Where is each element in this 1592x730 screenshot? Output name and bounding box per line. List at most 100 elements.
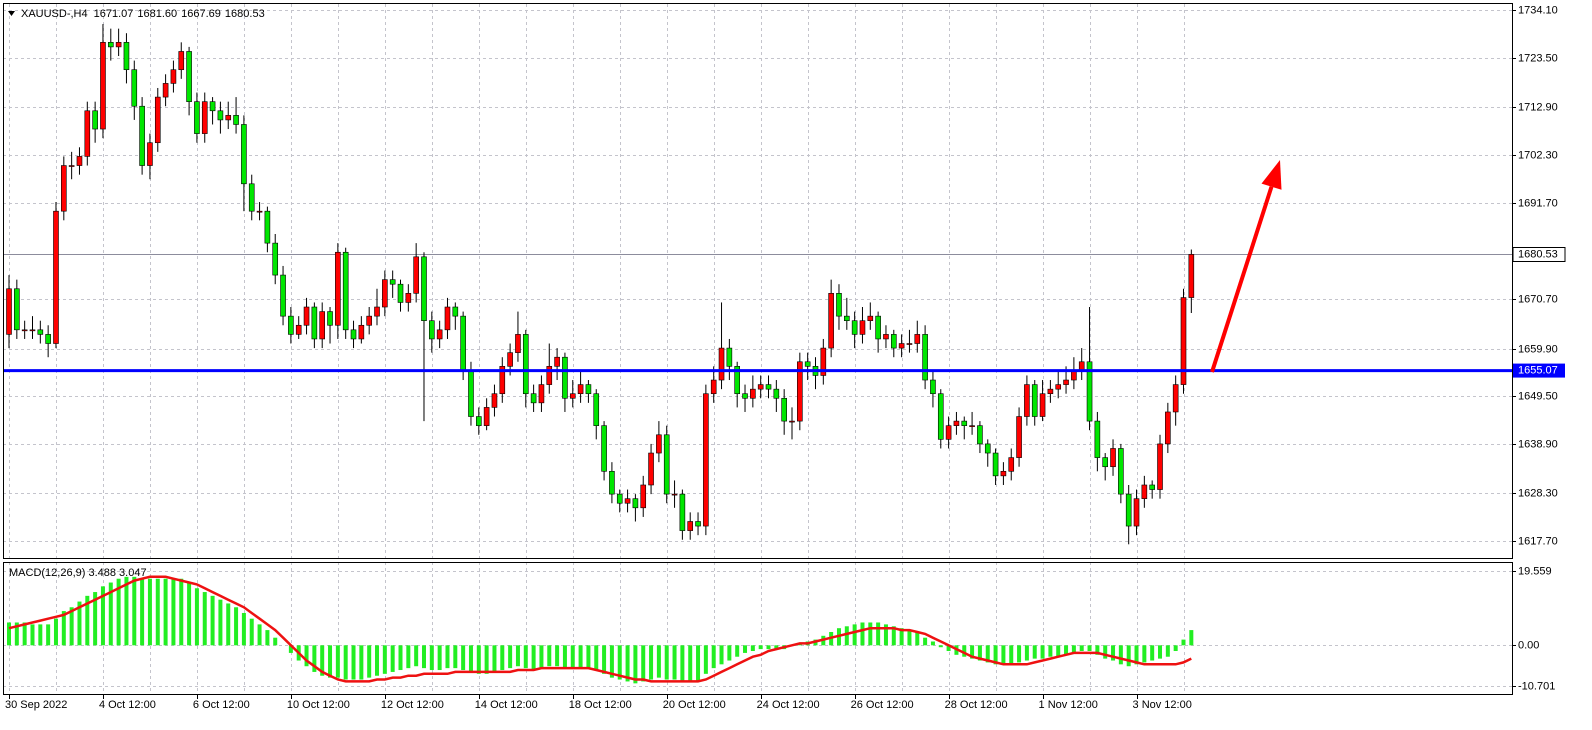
macd-bar bbox=[218, 599, 223, 646]
candle-body bbox=[201, 101, 208, 134]
macd-bar bbox=[265, 630, 270, 646]
candle-body bbox=[875, 315, 881, 340]
menu-triangle[interactable] bbox=[8, 11, 15, 16]
candle-body bbox=[679, 493, 686, 531]
macd-bar bbox=[938, 645, 943, 648]
macd-bar bbox=[508, 645, 513, 669]
macd-bar bbox=[876, 622, 881, 646]
x-tick-label: 4 Oct 12:00 bbox=[99, 699, 156, 711]
x-tick-label: 6 Oct 12:00 bbox=[193, 699, 250, 711]
signal-line bbox=[8, 575, 1192, 683]
macd-bar bbox=[46, 624, 51, 646]
candle-body bbox=[742, 393, 748, 399]
candle-body bbox=[421, 256, 427, 322]
candle-body bbox=[295, 324, 302, 335]
candle-body bbox=[695, 521, 701, 527]
macd-bar bbox=[30, 624, 35, 646]
macd-bar bbox=[414, 645, 419, 667]
low-value: 1667.69 bbox=[181, 8, 221, 20]
candle-body bbox=[491, 393, 498, 408]
macd-bar bbox=[562, 645, 567, 669]
macd-bar bbox=[249, 618, 254, 646]
macd-bar bbox=[1087, 645, 1092, 652]
arrow-shaft bbox=[1210, 186, 1274, 373]
candle-body bbox=[656, 434, 662, 454]
macd-bar bbox=[1040, 645, 1045, 659]
candle-body bbox=[327, 311, 333, 326]
macd-bar bbox=[860, 622, 865, 646]
candle-body bbox=[977, 425, 983, 445]
macd-bar bbox=[649, 645, 654, 680]
macd-bar bbox=[899, 628, 904, 646]
candle-body bbox=[452, 306, 459, 317]
candle-body bbox=[851, 320, 858, 335]
candle-body bbox=[609, 470, 615, 495]
y-tick-label: 1638.90 bbox=[1518, 438, 1558, 450]
candle-body bbox=[1071, 370, 1077, 381]
macd-bar bbox=[343, 645, 348, 680]
macd-bar bbox=[1071, 645, 1076, 653]
candle-body bbox=[1008, 457, 1015, 472]
candle-body bbox=[76, 156, 83, 166]
candle-body bbox=[867, 315, 874, 322]
candle-body bbox=[1149, 484, 1155, 490]
y-tick-label: 1734.10 bbox=[1518, 4, 1558, 16]
macd-bar bbox=[500, 645, 505, 671]
candle-body bbox=[546, 366, 553, 385]
macd-bar bbox=[1158, 645, 1163, 659]
candle-body bbox=[1125, 493, 1132, 527]
candle-body bbox=[107, 42, 114, 48]
macd-bar bbox=[14, 622, 19, 646]
macd-bar bbox=[273, 637, 278, 646]
macd-bar bbox=[1048, 645, 1053, 657]
macd-bar bbox=[970, 645, 975, 659]
candle-body bbox=[217, 110, 224, 121]
candle-body bbox=[475, 416, 482, 426]
macd-bar bbox=[609, 645, 614, 678]
candle-body bbox=[906, 343, 913, 345]
open-value: 1671.07 bbox=[94, 8, 134, 20]
x-tick-label: 1 Nov 12:00 bbox=[1039, 699, 1098, 711]
macd-bar bbox=[743, 645, 748, 653]
candle-body bbox=[1000, 470, 1007, 477]
level-tag bbox=[1513, 363, 1565, 378]
candle-body bbox=[836, 293, 842, 317]
candle-body bbox=[765, 384, 772, 390]
macd-bar bbox=[351, 645, 356, 680]
candle-body bbox=[992, 452, 999, 477]
candle-body bbox=[1141, 484, 1148, 499]
candle-body bbox=[624, 498, 631, 504]
macd-bar bbox=[1103, 645, 1108, 659]
candle-body bbox=[828, 293, 834, 349]
arrow-head bbox=[1261, 160, 1282, 190]
plot-content: 1734.10 1723.50 1712.90 1702.30 1691.70 1670.… bbox=[3, 4, 1566, 711]
candle-body bbox=[898, 343, 905, 349]
candle-body bbox=[663, 434, 670, 495]
macd-bar bbox=[147, 578, 152, 646]
y-tick-label: 1702.30 bbox=[1518, 149, 1558, 161]
macd-bar bbox=[234, 607, 239, 646]
x-tick-label: 28 Oct 12:00 bbox=[945, 699, 1008, 711]
candle-body bbox=[358, 324, 365, 340]
candle-body bbox=[45, 334, 51, 344]
candle-body bbox=[374, 306, 380, 317]
candle-body bbox=[460, 315, 466, 372]
candle-body bbox=[53, 210, 59, 344]
candle-body bbox=[953, 420, 960, 426]
macd-bar bbox=[523, 645, 528, 669]
candle-body bbox=[1110, 448, 1116, 468]
macd-bar bbox=[1126, 645, 1131, 667]
macd-bar bbox=[868, 622, 873, 646]
macd-bar bbox=[977, 645, 982, 661]
candle-body bbox=[507, 352, 513, 367]
macd-bar bbox=[179, 578, 184, 646]
macd-bar bbox=[1032, 645, 1037, 659]
candle-body bbox=[405, 293, 412, 303]
macd-bar bbox=[421, 645, 426, 669]
macd-bar bbox=[758, 645, 763, 650]
candle-body bbox=[1118, 448, 1124, 495]
candle-body bbox=[92, 110, 98, 130]
macd-bar bbox=[1079, 645, 1084, 652]
macd-bar bbox=[946, 645, 951, 652]
